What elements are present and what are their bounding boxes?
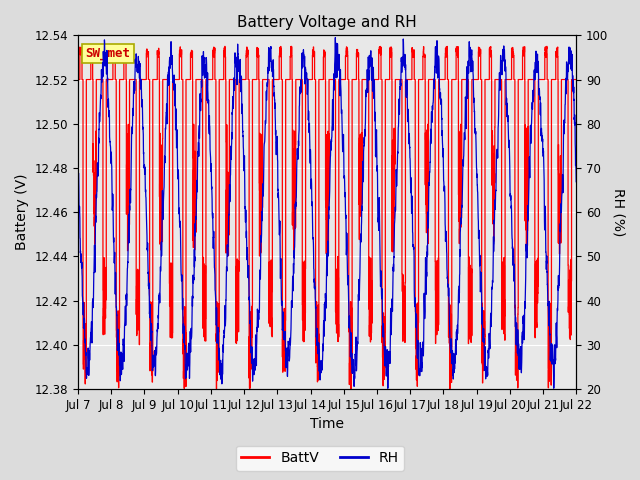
Title: Battery Voltage and RH: Battery Voltage and RH [237, 15, 417, 30]
Y-axis label: RH (%): RH (%) [611, 188, 625, 237]
Y-axis label: Battery (V): Battery (V) [15, 174, 29, 251]
X-axis label: Time: Time [310, 418, 344, 432]
Text: SW_met: SW_met [86, 47, 131, 60]
Legend: BattV, RH: BattV, RH [236, 445, 404, 471]
